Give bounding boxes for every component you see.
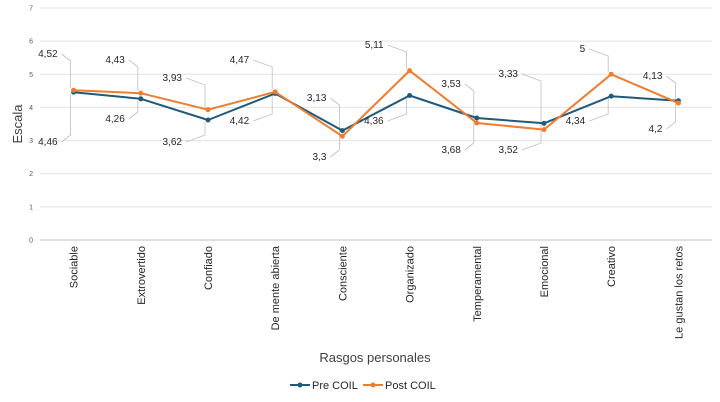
data-point xyxy=(205,117,211,123)
series-line xyxy=(73,69,679,138)
y-tick-label: 5 xyxy=(29,72,33,79)
leader-line xyxy=(61,53,71,89)
data-point xyxy=(407,68,413,74)
x-category-label: Temperamental xyxy=(472,246,484,322)
x-category-label: Creativo xyxy=(606,246,618,287)
series-lines xyxy=(71,68,681,139)
y-tick-label: 1 xyxy=(29,204,33,211)
data-label: 3,68 xyxy=(441,145,461,156)
data-label: 4,43 xyxy=(105,55,125,66)
data-label: 4,46 xyxy=(38,137,58,148)
legend-swatch-marker xyxy=(297,382,303,388)
data-label: 4,47 xyxy=(230,55,250,66)
data-label: 4,42 xyxy=(230,116,250,127)
data-point xyxy=(608,71,614,77)
y-tick-label: 0 xyxy=(29,238,33,245)
leader-line xyxy=(128,59,139,92)
data-point xyxy=(205,107,211,113)
data-label: 3,3 xyxy=(312,152,326,163)
x-category-label: Emocional xyxy=(539,246,551,297)
leader-line xyxy=(253,95,273,122)
data-point xyxy=(541,120,547,126)
data-point xyxy=(71,87,77,93)
y-axis-ticks: 0 1 2 3 4 5 6 7 xyxy=(29,6,33,245)
y-tick-label: 6 xyxy=(29,39,33,46)
data-label: 4,26 xyxy=(105,114,125,125)
data-label: 4,36 xyxy=(364,116,384,127)
y-tick-label: 3 xyxy=(29,138,33,145)
x-category-label: Consciente xyxy=(337,246,349,301)
leader-line xyxy=(521,125,542,151)
leader-line xyxy=(387,97,408,122)
leader-line xyxy=(253,59,273,90)
legend: Pre COIL Post COIL xyxy=(290,380,436,392)
data-point xyxy=(138,96,144,102)
leader-line xyxy=(128,100,139,120)
data-point xyxy=(272,89,278,95)
leader-line xyxy=(330,97,340,135)
data-point xyxy=(474,120,480,126)
x-category-label: Sociable xyxy=(69,246,81,288)
data-label: 4,52 xyxy=(38,49,58,60)
series-line xyxy=(73,91,679,132)
leader-line xyxy=(185,77,206,108)
leader-line xyxy=(61,94,71,143)
leader-line xyxy=(589,98,609,122)
leader-line xyxy=(387,44,408,69)
data-point xyxy=(608,93,614,99)
data-point xyxy=(339,133,345,139)
x-category-label: Le gustan los retos xyxy=(673,246,685,339)
x-category-label: De mente abierta xyxy=(270,245,282,330)
data-label: 4,34 xyxy=(566,116,586,127)
data-labels: 4,46 4,26 3,62 4,42 3,3 4,36 3,68 3,52 4,34 4,2 4,… xyxy=(38,40,663,163)
y-tick-label: 2 xyxy=(29,171,33,178)
x-axis-categories: Sociable Extrovertido Confiado De mente abi… xyxy=(69,245,686,339)
data-label: 3,52 xyxy=(499,145,519,156)
legend-swatch-marker xyxy=(370,382,376,388)
data-label: 3,13 xyxy=(307,93,327,104)
x-category-label: Extrovertido xyxy=(136,246,148,305)
x-axis-title: Rasgos personales xyxy=(319,350,431,365)
data-label: 3,33 xyxy=(499,69,519,80)
x-category-label: Confiado xyxy=(203,246,215,290)
leader-line xyxy=(521,73,542,128)
leader-line xyxy=(185,122,206,143)
leader-line xyxy=(666,102,676,130)
gridlines xyxy=(40,7,712,241)
leader-line xyxy=(589,48,609,73)
data-point xyxy=(474,115,480,121)
data-point xyxy=(339,128,345,134)
data-point xyxy=(541,127,547,133)
data-label: 3,53 xyxy=(441,79,461,90)
data-label: 3,62 xyxy=(163,137,183,148)
label-leader-lines xyxy=(61,44,676,158)
y-tick-label: 7 xyxy=(29,6,33,13)
data-point xyxy=(675,100,681,106)
legend-label: Post COIL xyxy=(385,380,436,392)
y-axis-title: Escala xyxy=(10,104,25,144)
data-label: 4,13 xyxy=(643,71,663,82)
data-label: 5 xyxy=(580,44,586,55)
y-tick-label: 4 xyxy=(29,105,33,112)
leader-line xyxy=(464,120,475,151)
data-label: 4,2 xyxy=(648,124,662,135)
data-point xyxy=(407,92,413,98)
leader-line xyxy=(330,132,340,158)
data-label: 3,93 xyxy=(163,73,183,84)
data-point xyxy=(138,90,144,96)
leader-line xyxy=(464,83,475,122)
legend-label: Pre COIL xyxy=(312,380,358,392)
leader-line xyxy=(666,75,676,102)
data-label: 5,11 xyxy=(365,40,384,51)
x-category-label: Organizado xyxy=(405,246,417,303)
